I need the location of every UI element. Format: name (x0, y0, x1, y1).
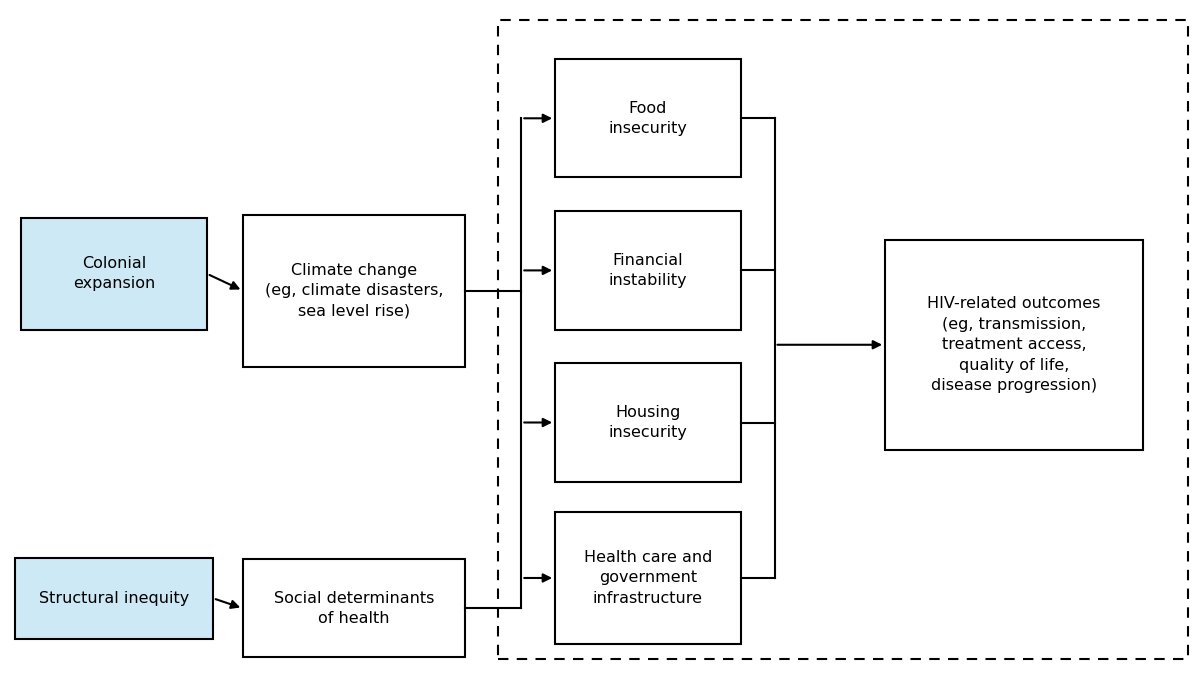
Bar (242, 215, 464, 366)
Text: Housing
insecurity: Housing insecurity (608, 405, 688, 440)
Text: Colonial
expansion: Colonial expansion (73, 256, 155, 291)
Bar (498, 20, 1188, 659)
Text: Financial
instability: Financial instability (608, 253, 688, 288)
Text: Structural inequity: Structural inequity (38, 591, 190, 606)
Bar (554, 512, 742, 644)
Bar (554, 59, 742, 178)
Bar (14, 558, 214, 639)
Bar (242, 560, 464, 657)
Text: Food
insecurity: Food insecurity (608, 101, 688, 136)
Text: Health care and
government
infrastructure: Health care and government infrastructur… (584, 550, 712, 606)
Text: HIV-related outcomes
(eg, transmission,
treatment access,
quality of life,
disea: HIV-related outcomes (eg, transmission, … (928, 297, 1100, 393)
Bar (884, 240, 1142, 450)
Bar (554, 211, 742, 330)
Text: Social determinants
of health: Social determinants of health (274, 591, 434, 626)
Text: Climate change
(eg, climate disasters,
sea level rise): Climate change (eg, climate disasters, s… (265, 263, 443, 318)
Bar (22, 218, 206, 330)
Bar (554, 364, 742, 481)
